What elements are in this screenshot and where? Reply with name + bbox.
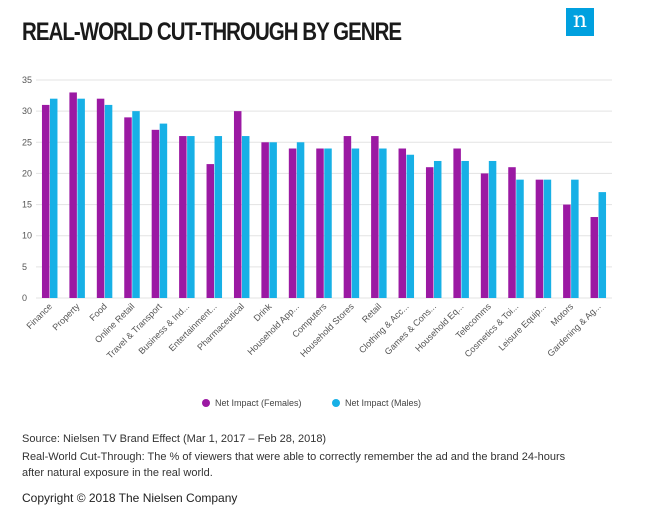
bar-females (206, 164, 215, 298)
bar-males (433, 160, 442, 298)
bar-males (214, 136, 223, 298)
bar-females (69, 92, 77, 298)
x-tick-label: Gardening & Ag... (545, 301, 602, 358)
legend-females-marker (202, 399, 210, 407)
bar-females (425, 167, 434, 298)
nielsen-logo: n (566, 8, 594, 36)
bar-males (104, 104, 113, 299)
bars (41, 92, 607, 299)
bar-males (296, 142, 305, 298)
bar-males (598, 192, 607, 298)
y-tick-label: 30 (22, 106, 32, 116)
x-tick-label: Property (50, 301, 81, 332)
y-tick-label: 25 (22, 137, 32, 147)
bar-females (563, 204, 571, 298)
bar-males (379, 148, 387, 298)
x-tick-label: Drink (252, 301, 274, 323)
bar-females (371, 136, 379, 298)
x-tick-label: Motors (549, 301, 576, 328)
bar-males (187, 136, 195, 298)
x-tick-label: Clothing & Acc... (357, 301, 411, 355)
y-tick-label: 0 (22, 293, 27, 303)
grid-lines (36, 79, 612, 299)
y-tick-label: 5 (22, 262, 27, 272)
bar-females (96, 98, 105, 298)
definition-line-2: after natural exposure in the real world… (22, 467, 213, 479)
x-tick-label: Entertainment... (167, 301, 219, 353)
bar-females (233, 111, 242, 299)
bar-males (571, 179, 579, 298)
y-tick-label: 15 (22, 200, 32, 210)
definition-line-1: Real-World Cut-Through: The % of viewers… (22, 451, 566, 463)
bar-females (179, 136, 187, 298)
bar-males (77, 98, 85, 298)
bar-females (398, 148, 407, 298)
bar-males (351, 148, 360, 298)
bar-males (269, 142, 277, 298)
bar-females (343, 136, 352, 298)
bar-males (324, 148, 332, 298)
bar-males (516, 179, 524, 298)
bar-females (316, 148, 324, 298)
chart-title: REAL-WORLD CUT-THROUGH BY GENRE (22, 18, 402, 46)
x-tick-label: Retail (360, 301, 383, 324)
bar-females (453, 148, 461, 298)
bar-males (241, 136, 250, 298)
legend-females-label: Net Impact (Females) (215, 398, 302, 408)
legend: Net Impact (Females) Net Impact (Males) (202, 398, 421, 408)
bar-males (159, 123, 168, 298)
x-tick-label: Household Eq... (413, 301, 465, 353)
legend-males-label: Net Impact (Males) (345, 398, 421, 408)
bar-females (261, 142, 269, 298)
bar-males (543, 179, 552, 298)
bar-females (124, 117, 132, 298)
y-tick-label: 10 (22, 231, 32, 241)
bar-females (151, 129, 160, 298)
y-tick-label: 20 (22, 168, 32, 178)
x-tick-label: Household Stores (298, 301, 356, 359)
bar-females (508, 167, 516, 298)
bar-males (132, 111, 140, 299)
bar-females (590, 217, 599, 298)
bar-females (41, 104, 50, 299)
bar-females (480, 173, 489, 298)
y-tick-label: 35 (22, 75, 32, 85)
bar-males (49, 98, 58, 298)
y-axis-ticks: 0 5 10 15 20 25 30 35 (22, 75, 32, 303)
legend-males-marker (332, 399, 340, 407)
bar-males (406, 154, 415, 298)
bar-males (461, 160, 469, 298)
source-text: Source: Nielsen TV Brand Effect (Mar 1, … (22, 433, 327, 445)
bar-females (288, 148, 297, 298)
bar-females (535, 179, 544, 298)
x-tick-label: Food (87, 301, 109, 323)
x-tick-label: Finance (24, 301, 54, 331)
bar-males (488, 160, 497, 298)
x-tick-label: Leisure Equip... (497, 301, 548, 352)
copyright-text: Copyright © 2018 The Nielsen Company (22, 491, 238, 505)
